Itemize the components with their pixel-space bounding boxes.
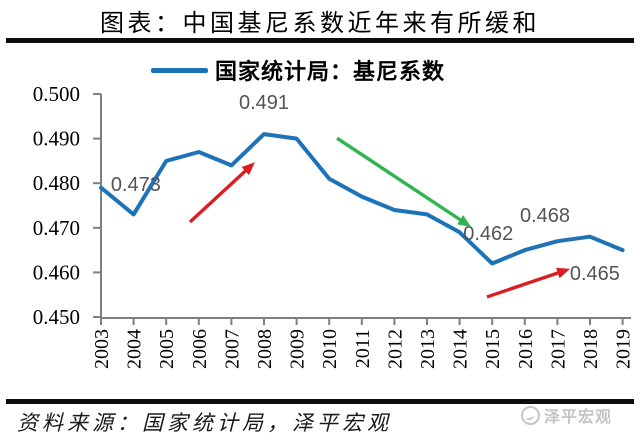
x-axis-label: 2005 xyxy=(156,329,178,369)
x-axis-label: 2007 xyxy=(221,329,243,369)
source-note: 资料来源：国家统计局，泽平宏观 xyxy=(17,411,392,435)
x-axis-label: 2013 xyxy=(417,329,439,369)
title-divider xyxy=(6,38,634,43)
x-axis-label: 2003 xyxy=(91,329,113,369)
x-axis-label: 2006 xyxy=(189,329,211,369)
x-axis-label: 2019 xyxy=(613,329,635,369)
y-axis-label: 0.490 xyxy=(33,127,80,151)
watermark-label: 泽平宏观 xyxy=(544,409,613,426)
data-label: 0.473 xyxy=(111,174,161,196)
footer-divider xyxy=(6,399,634,404)
trend-arrow-head xyxy=(457,215,472,227)
trend-arrow-shaft xyxy=(336,136,465,224)
trend-arrow-shaft xyxy=(486,270,563,299)
trend-arrow-head xyxy=(556,267,571,279)
watermark: 泽平宏观 xyxy=(521,403,612,427)
x-axis-label: 2014 xyxy=(450,329,472,369)
legend: 国家统计局：基尼系数 xyxy=(0,54,618,86)
x-axis-label: 2008 xyxy=(254,329,276,369)
x-axis-label: 2015 xyxy=(482,329,504,369)
legend-label: 国家统计局：基尼系数 xyxy=(214,59,445,84)
legend-line-marker xyxy=(150,67,208,73)
trend-arrow-shaft xyxy=(188,167,250,224)
data-label: 0.491 xyxy=(239,92,289,114)
x-axis-label: 2009 xyxy=(287,329,309,369)
y-axis-label: 0.460 xyxy=(33,260,80,284)
data-label: 0.468 xyxy=(520,205,570,227)
y-axis-label: 0.470 xyxy=(33,216,80,240)
x-axis-label: 2016 xyxy=(515,329,537,369)
x-axis-label: 2010 xyxy=(319,329,341,369)
x-axis-label: 2017 xyxy=(547,329,569,369)
gini-line xyxy=(99,132,625,266)
x-axis-label: 2012 xyxy=(384,329,406,369)
page-title: 图表：中国基尼系数近年来有所缓和 xyxy=(100,11,540,37)
x-axis-label: 2018 xyxy=(580,329,602,369)
y-axis-label: 0.480 xyxy=(33,171,80,195)
data-label: 0.465 xyxy=(570,263,620,285)
zeping-logo-icon xyxy=(521,405,540,425)
y-axis-label: 0.500 xyxy=(33,82,80,106)
data-label: 0.462 xyxy=(463,223,513,245)
y-axis-label: 0.450 xyxy=(33,305,80,329)
x-axis-label: 2011 xyxy=(352,329,374,368)
x-axis-label: 2004 xyxy=(124,329,146,369)
trend-arrow-head xyxy=(241,162,255,176)
